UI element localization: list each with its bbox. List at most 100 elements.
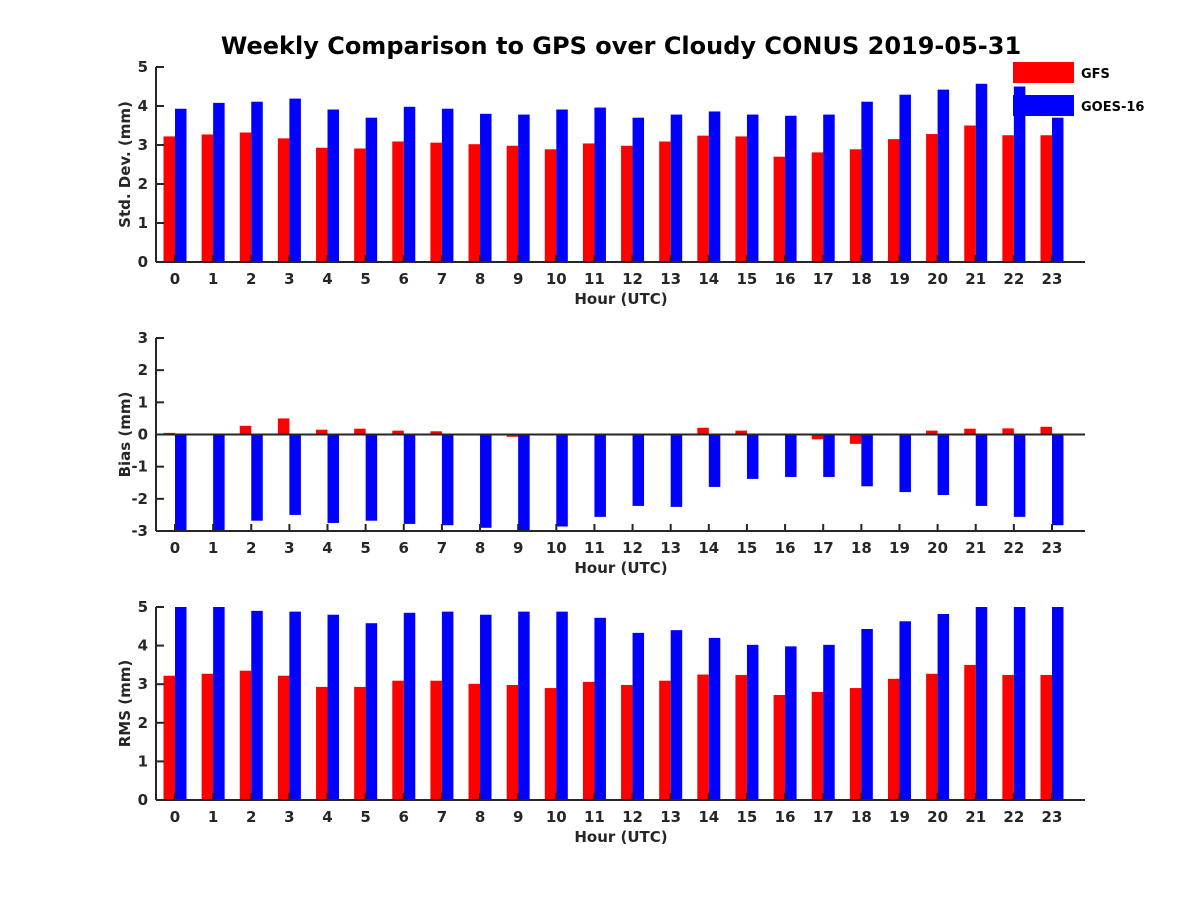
y-tick-label: 2 <box>138 714 148 732</box>
bar-gfs-15 <box>735 136 747 262</box>
bar-gfs-19 <box>887 139 900 262</box>
bar-gfs-21 <box>964 428 976 435</box>
bar-gfs-17 <box>811 434 824 440</box>
bar-goes-16-7 <box>441 434 454 526</box>
bar-goes-16-19 <box>899 621 911 800</box>
x-axis-title: Hour (UTC) <box>574 290 667 308</box>
x-tick-label: 1 <box>208 808 218 826</box>
x-tick-label: 2 <box>246 539 256 557</box>
bar-gfs-23 <box>1040 674 1052 800</box>
x-tick-label: 11 <box>584 539 605 557</box>
bar-gfs-23 <box>1040 426 1052 435</box>
bar-goes-16-18 <box>861 434 873 487</box>
bar-gfs-21 <box>964 125 976 262</box>
x-tick-label: 13 <box>660 539 681 557</box>
y-tick-label: -3 <box>131 522 148 540</box>
x-tick-label: 1 <box>208 270 218 288</box>
bar-goes-16-13 <box>670 434 683 507</box>
bar-gfs-3 <box>277 138 290 262</box>
y-tick-label: 0 <box>138 426 148 444</box>
bar-gfs-1 <box>201 134 214 262</box>
bar-goes-16-23 <box>1051 607 1064 800</box>
y-tick-label: 3 <box>138 329 148 347</box>
x-tick-label: 4 <box>322 539 332 557</box>
bar-gfs-13 <box>659 680 671 800</box>
x-tick-label: 21 <box>965 539 986 557</box>
bar-goes-16-3 <box>289 434 301 515</box>
bar-gfs-3 <box>277 675 290 800</box>
x-tick-label: 14 <box>698 270 719 288</box>
bar-goes-16-4 <box>327 109 340 262</box>
bar-goes-16-20 <box>937 434 950 495</box>
x-tick-label: 16 <box>775 808 796 826</box>
bar-gfs-0 <box>163 675 175 800</box>
y-tick-label: 4 <box>138 97 148 115</box>
bar-gfs-22 <box>1002 674 1014 800</box>
x-tick-label: 22 <box>1003 270 1024 288</box>
bar-goes-16-5 <box>365 117 378 262</box>
x-tick-label: 20 <box>927 539 948 557</box>
bar-goes-16-20 <box>937 89 950 263</box>
bar-goes-16-16 <box>785 646 797 800</box>
bar-goes-16-0 <box>175 607 187 800</box>
x-tick-label: 9 <box>513 270 523 288</box>
bar-gfs-10 <box>544 688 557 800</box>
x-tick-label: 22 <box>1003 539 1024 557</box>
x-tick-label: 21 <box>965 808 986 826</box>
bar-goes-16-10 <box>556 434 568 527</box>
x-tick-label: 15 <box>737 270 758 288</box>
bar-goes-16-6 <box>403 434 416 524</box>
y-tick-label: 3 <box>138 136 148 154</box>
y-tick-label: 3 <box>138 675 148 693</box>
bar-gfs-15 <box>735 674 747 800</box>
y-tick-label: 0 <box>138 791 148 809</box>
bar-goes-16-8 <box>480 434 492 528</box>
bar-goes-16-17 <box>823 434 835 477</box>
y-tick-label: 5 <box>138 598 148 616</box>
bar-gfs-20 <box>926 430 938 435</box>
bar-gfs-9 <box>506 434 519 437</box>
bar-goes-16-10 <box>556 611 568 800</box>
bar-gfs-8 <box>468 683 481 800</box>
bar-gfs-5 <box>354 686 366 800</box>
x-tick-label: 20 <box>927 808 948 826</box>
bar-goes-16-5 <box>365 434 378 521</box>
bar-gfs-4 <box>316 147 328 262</box>
y-tick-label: -2 <box>131 490 148 508</box>
bar-goes-16-21 <box>975 83 988 263</box>
y-axis-title: Std. Dev. (mm) <box>116 101 134 228</box>
x-tick-label: 3 <box>284 808 294 826</box>
bar-gfs-2 <box>239 132 252 262</box>
bar-gfs-16 <box>773 695 786 800</box>
bar-goes-16-22 <box>1013 607 1026 800</box>
bar-goes-16-0 <box>175 434 187 531</box>
x-tick-label: 19 <box>889 808 910 826</box>
bar-gfs-4 <box>316 429 328 435</box>
bar-gfs-12 <box>621 145 633 262</box>
x-tick-label: 13 <box>660 808 681 826</box>
bar-goes-16-16 <box>785 115 797 262</box>
bar-gfs-2 <box>239 425 252 435</box>
bar-goes-16-9 <box>518 611 530 800</box>
bar-goes-16-15 <box>746 434 759 479</box>
bar-goes-16-1 <box>213 434 225 531</box>
bar-goes-16-11 <box>594 107 606 262</box>
x-tick-label: 10 <box>546 270 567 288</box>
x-tick-label: 19 <box>889 539 910 557</box>
bar-goes-16-8 <box>480 113 492 262</box>
bar-goes-16-15 <box>746 644 759 800</box>
x-tick-label: 17 <box>813 270 834 288</box>
bar-goes-16-14 <box>708 637 721 800</box>
bar-goes-16-13 <box>670 630 683 800</box>
bar-gfs-18 <box>849 149 862 262</box>
x-tick-label: 0 <box>170 270 180 288</box>
bar-gfs-5 <box>354 148 366 262</box>
x-tick-label: 18 <box>851 270 872 288</box>
x-tick-label: 16 <box>775 270 796 288</box>
x-tick-label: 11 <box>584 270 605 288</box>
y-tick-label: 2 <box>138 361 148 379</box>
bar-gfs-1 <box>201 673 214 800</box>
bar-gfs-14 <box>697 427 709 435</box>
